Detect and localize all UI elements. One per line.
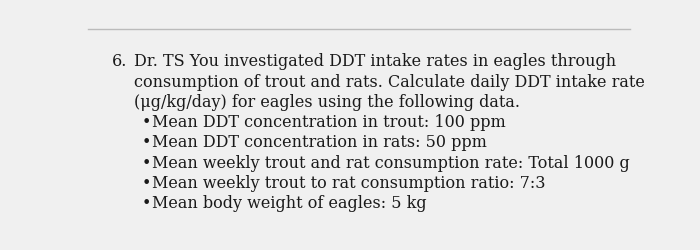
Text: consumption of trout and rats. Calculate daily DDT intake rate: consumption of trout and rats. Calculate…: [134, 73, 645, 90]
Text: •: •: [141, 194, 151, 212]
Text: Mean DDT concentration in trout: 100 ppm: Mean DDT concentration in trout: 100 ppm: [151, 114, 505, 131]
Text: Mean DDT concentration in rats: 50 ppm: Mean DDT concentration in rats: 50 ppm: [151, 134, 486, 151]
Text: •: •: [141, 134, 151, 151]
Text: 6.: 6.: [112, 53, 127, 70]
Text: •: •: [141, 114, 151, 131]
Text: Dr. TS You investigated DDT intake rates in eagles through: Dr. TS You investigated DDT intake rates…: [134, 53, 616, 70]
Text: •: •: [141, 154, 151, 171]
Text: Mean weekly trout and rat consumption rate: Total 1000 g: Mean weekly trout and rat consumption ra…: [151, 154, 629, 171]
Text: Mean weekly trout to rat consumption ratio: 7:3: Mean weekly trout to rat consumption rat…: [151, 174, 545, 191]
Text: Mean body weight of eagles: 5 kg: Mean body weight of eagles: 5 kg: [151, 194, 426, 212]
Text: (μg/kg/day) for eagles using the following data.: (μg/kg/day) for eagles using the followi…: [134, 94, 519, 110]
Text: •: •: [141, 174, 151, 191]
